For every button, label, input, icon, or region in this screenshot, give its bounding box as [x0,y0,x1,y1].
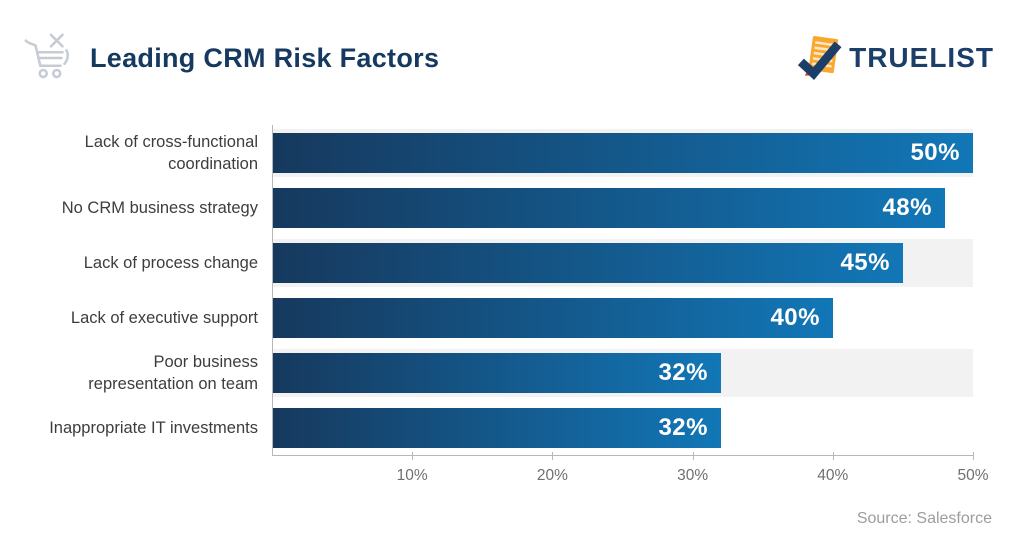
truelist-logo-icon [798,36,842,81]
x-axis-tick [832,452,834,460]
chart-row: Lack of cross-functional coordination 50… [0,125,973,180]
x-axis-tick-label: 10% [396,467,428,484]
category-label: Inappropriate IT investments [49,418,258,437]
bar-value-label: 40% [770,303,820,331]
x-axis-tick [692,452,694,460]
x-axis-tick-label: 20% [536,467,568,484]
bar-value-label: 48% [882,193,932,221]
chart-row: Poor business representation on team 32% [0,345,973,400]
x-axis-tick-label: 50% [957,467,989,484]
title-group: Leading CRM Risk Factors [20,29,439,87]
row-plot-area: 48% [272,180,973,235]
truelist-logo-text: TRUELIST [849,42,994,73]
x-axis: 10% 20% 30% 40% 50% [272,452,989,497]
category-label: Lack of process change [83,253,258,272]
chart-row: Lack of process change 45% [0,235,973,290]
bar-value-label: 32% [658,358,708,386]
x-axis-tick-label: 40% [817,467,849,484]
category-label: Poor business representation on team [88,352,258,393]
chart-rows: Lack of cross-functional coordination 50… [0,125,973,455]
bar: 32% [273,407,721,448]
bar: 45% [273,242,903,283]
row-plot-area: 32% [272,400,973,455]
chart-row: Lack of executive support 40% [0,290,973,345]
row-plot-area: 50% [272,125,973,180]
category-label: Lack of executive support [70,308,258,327]
chart-title: Leading CRM Risk Factors [90,42,440,73]
row-plot-area: 32% [272,345,973,400]
cart-remove-icon [24,33,69,79]
bar-value-label: 32% [658,413,708,441]
x-axis-tick [973,452,974,460]
bar: 48% [273,187,945,228]
x-axis-tick [412,452,414,460]
truelist-logo: TRUELIST [797,34,994,82]
source-attribution: Source: Salesforce [856,510,992,527]
x-axis-tick-label: 30% [677,467,709,484]
category-label: No CRM business strategy [61,198,258,217]
chart-row: No CRM business strategy 48% [0,180,973,235]
bar-chart: Lack of cross-functional coordination 50… [0,125,989,497]
bar: 32% [273,352,721,393]
bar: 40% [273,297,833,338]
bar: 50% [273,132,973,173]
x-axis-tick [552,452,554,460]
chart-row: Inappropriate IT investments 32% [0,400,973,455]
bar-value-label: 50% [910,138,960,166]
row-plot-area: 45% [272,235,973,290]
header: Leading CRM Risk Factors TRUELIST [20,26,994,90]
bar-value-label: 45% [840,248,890,276]
category-label: Lack of cross-functional coordination [84,132,258,173]
row-plot-area: 40% [272,290,973,345]
